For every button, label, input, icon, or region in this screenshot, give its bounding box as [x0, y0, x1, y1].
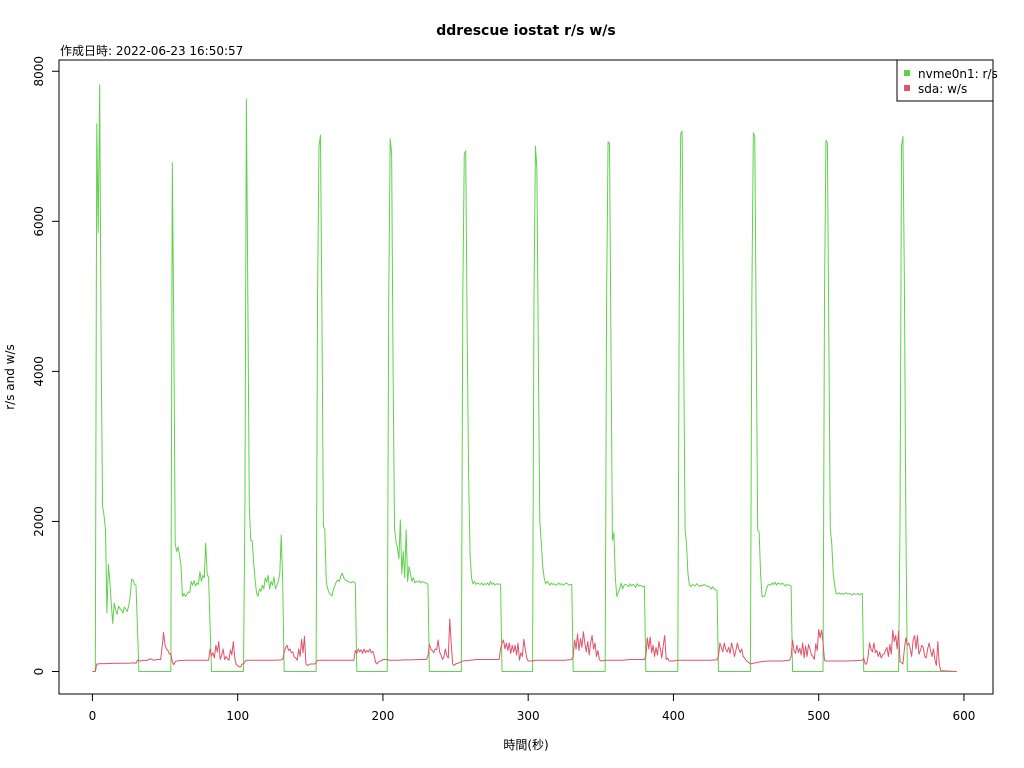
y-tick-label: 2000	[32, 506, 46, 537]
chart-subtitle: 作成日時: 2022-06-23 16:50:57	[60, 44, 243, 58]
chart-title: ddrescue iostat r/s w/s	[436, 23, 615, 39]
legend-swatch-nvme0n1	[904, 70, 910, 76]
series-line-sda	[92, 618, 957, 672]
x-tick-label: 0	[89, 709, 97, 723]
y-tick-label: 8000	[32, 56, 46, 87]
y-tick-label: 6000	[32, 206, 46, 237]
y-tick-label: 4000	[32, 356, 46, 387]
legend-swatch-sda	[904, 85, 910, 91]
legend: nvme0n1: r/s sda: w/s	[896, 59, 998, 102]
series-layer	[92, 84, 957, 672]
legend-label-sda: sda: w/s	[918, 82, 967, 96]
x-tick-label: 500	[807, 709, 830, 723]
x-tick-label: 200	[371, 709, 394, 723]
x-tick-label: 300	[517, 709, 540, 723]
y-tick-label: 0	[32, 668, 46, 676]
x-tick-label: 600	[952, 709, 975, 723]
x-axis: 0 100 200 300 400 500 600	[89, 693, 975, 723]
x-axis-label: 時間(秒)	[503, 738, 548, 752]
y-axis: 0 2000 4000 6000 8000	[32, 56, 60, 676]
x-tick-label: 400	[662, 709, 685, 723]
series-line-nvme0n1	[92, 84, 957, 672]
y-axis-label: r/s and w/s	[3, 344, 17, 410]
x-tick-label: 100	[226, 709, 249, 723]
legend-label-nvme0n1: nvme0n1: r/s	[918, 67, 998, 81]
legend-box	[896, 59, 994, 102]
